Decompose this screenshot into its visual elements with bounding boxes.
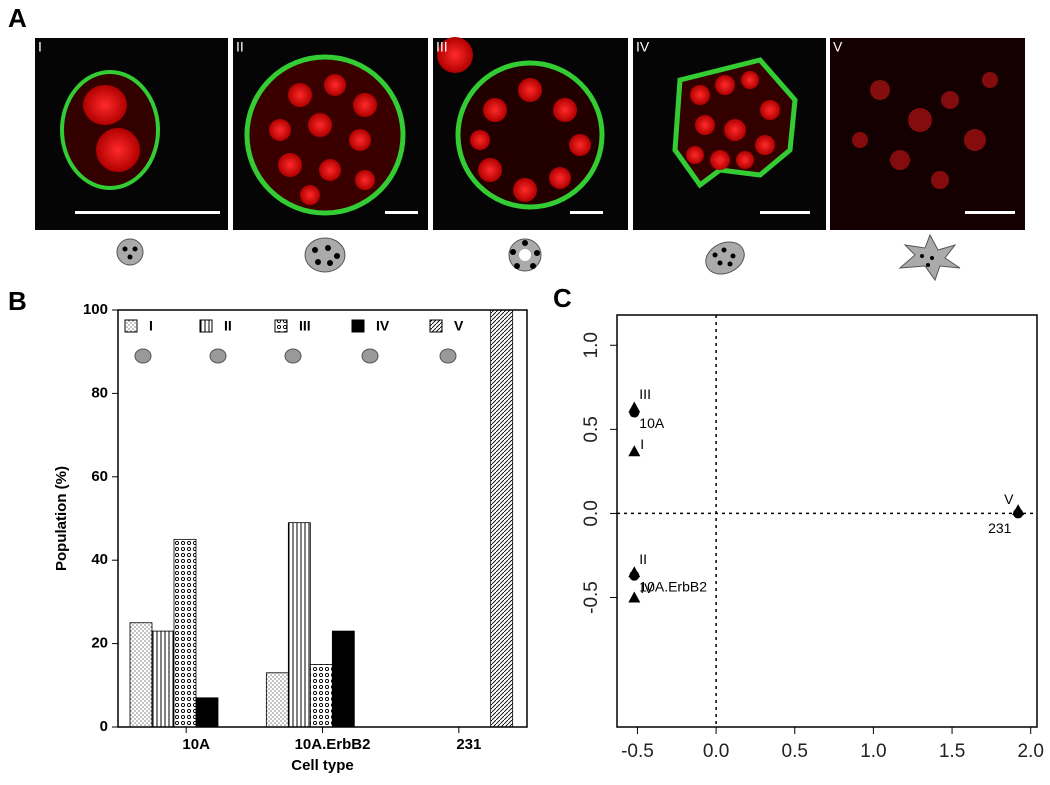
image-label: I [38, 39, 42, 55]
point [628, 566, 641, 578]
plot-frame [616, 314, 1038, 728]
point-label: V [1004, 491, 1014, 507]
point-label: IV [640, 580, 654, 596]
point-label: 10A [639, 415, 665, 431]
point-label: 10A.ErbB2 [639, 578, 707, 594]
y-tick-label: 100 [83, 301, 108, 318]
legend-icon [439, 348, 457, 364]
y-tick-label: 0.0 [581, 500, 602, 526]
legend-swatch [429, 319, 443, 333]
y-tick-label: 20 [91, 635, 108, 652]
legend-label: III [299, 318, 311, 334]
x-tick-label: -0.5 [621, 741, 654, 762]
bar [151, 630, 175, 728]
y-axis-label: Population (%) [53, 466, 70, 571]
panel-label: B [8, 286, 27, 316]
legend-label: I [149, 318, 153, 334]
x-tick-label: 231 [456, 736, 481, 753]
image-label: III [436, 39, 448, 55]
point [628, 591, 641, 603]
point-label: III [639, 386, 651, 402]
legend-label: V [454, 318, 464, 334]
x-tick-label: 0.5 [782, 741, 808, 762]
legend-swatch [199, 319, 213, 333]
point-label: I [640, 436, 644, 452]
image-label: II [236, 39, 244, 55]
bar [490, 309, 514, 728]
bar [129, 622, 153, 728]
point [1012, 504, 1025, 516]
plot-frame [117, 309, 528, 728]
legend-swatch [124, 319, 138, 333]
x-tick-label: 1.5 [939, 741, 965, 762]
y-tick-label: 1.0 [581, 332, 602, 358]
x-tick-label: 2.0 [1017, 741, 1043, 762]
y-tick-label: -0.5 [581, 581, 602, 614]
bar [173, 538, 197, 728]
micrographs [35, 37, 1025, 282]
legend-label: II [224, 318, 232, 334]
x-tick-label: 10A [182, 736, 210, 753]
y-tick-label: 80 [91, 384, 108, 401]
y-tick-label: 0 [100, 718, 108, 735]
legend-label: IV [376, 318, 390, 334]
legend-icon [209, 348, 227, 364]
legend-swatch [351, 319, 365, 333]
bar [265, 672, 289, 728]
image-label: V [833, 39, 843, 55]
bar [287, 522, 311, 728]
legend-icon [134, 348, 152, 364]
panel-label: A [8, 3, 27, 33]
legend-icon [361, 348, 379, 364]
x-tick-label: 10A.ErbB2 [295, 736, 371, 753]
legend-swatch [274, 319, 288, 333]
point-label: 231 [988, 520, 1012, 536]
point-label: II [639, 551, 647, 567]
bar [195, 697, 219, 728]
point [628, 445, 641, 457]
y-tick-label: 0.5 [581, 416, 602, 442]
x-axis-label: Cell type [291, 757, 354, 774]
y-tick-label: 60 [91, 468, 108, 485]
image-label: IV [636, 39, 650, 55]
point [628, 401, 641, 413]
panel-label: C [553, 283, 572, 313]
x-tick-label: 0.0 [703, 741, 729, 762]
bar [331, 630, 355, 728]
y-tick-label: 40 [91, 551, 108, 568]
x-tick-label: 1.0 [860, 741, 886, 762]
legend-icon [284, 348, 302, 364]
bar [309, 664, 333, 728]
